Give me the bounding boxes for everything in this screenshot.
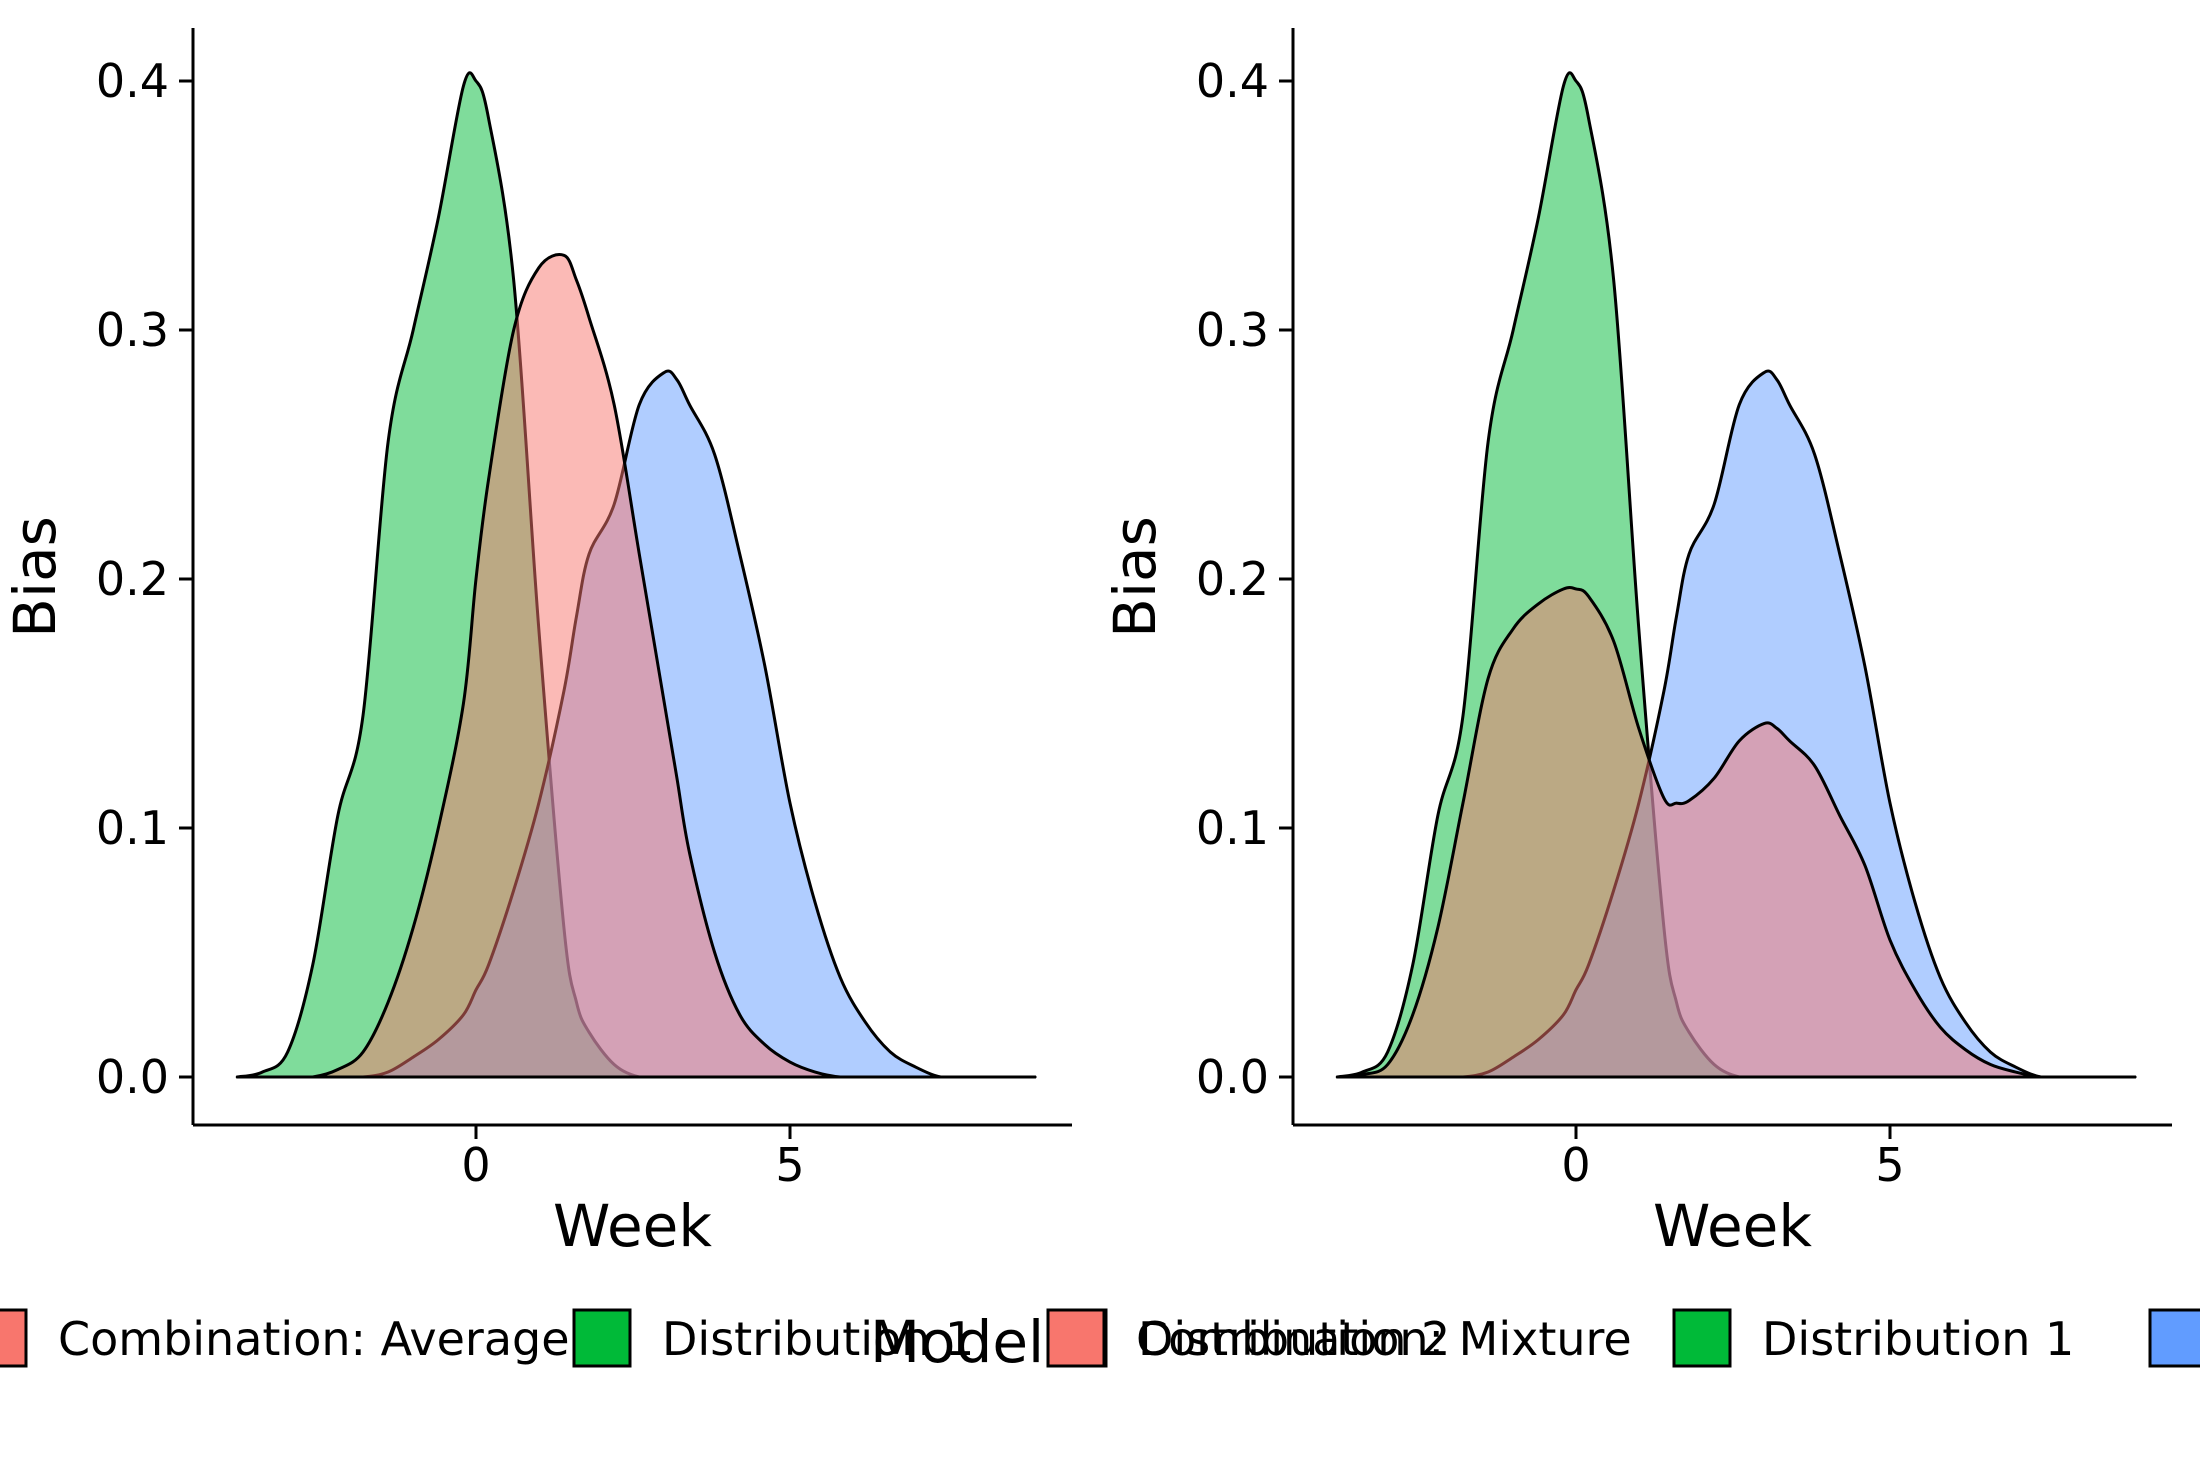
y-tick-label: 0.2 <box>1196 552 1269 606</box>
legend-label: Distribution 1 <box>1762 1312 2074 1366</box>
chart-panel-2: 0.0 0.1 0.2 0.3 0.4 0 5 Week Bias <box>1101 28 2172 1260</box>
x-tick-label: 5 <box>775 1138 804 1192</box>
density-areas <box>235 71 1037 1079</box>
y-tick-label: 0.1 <box>96 801 169 855</box>
y-tick-label: 0.3 <box>1196 303 1269 357</box>
y-tick-label: 0.4 <box>1196 54 1269 108</box>
legend-label: Distribution 2 <box>1138 1312 1450 1366</box>
legend-item: Distribution 1 <box>572 1308 974 1368</box>
x-axis-title: Week <box>553 1192 712 1260</box>
x-tick-label: 5 <box>1875 1138 1904 1192</box>
legend-label: Combination: Mixture <box>1136 1312 1632 1366</box>
density-area-combination-mixture <box>1335 586 2137 1079</box>
legend-item <box>2148 1308 2200 1368</box>
y-axis-title: Bias <box>1101 516 1169 638</box>
legend-item: Distribution 1 <box>1672 1308 2074 1368</box>
x-tick-label: 0 <box>1561 1138 1590 1192</box>
y-tick-label: 0.0 <box>96 1050 169 1104</box>
x-axis-title: Week <box>1653 1192 1812 1260</box>
y-axis-title: Bias <box>1 516 69 638</box>
legend-item: Combination: Mixture <box>1046 1308 1632 1368</box>
legend-swatch <box>572 1308 632 1368</box>
legend-title: Model <box>870 1308 1044 1376</box>
legend-swatch <box>2148 1308 2200 1368</box>
legend-label: Distribution 1 <box>662 1312 974 1366</box>
legend-label: Combination: Average <box>58 1312 570 1366</box>
legend-swatch <box>1046 1308 1106 1368</box>
legend-swatch <box>1672 1308 1732 1368</box>
legend-swatch <box>0 1308 28 1368</box>
y-tick-label: 0.2 <box>96 552 169 606</box>
x-tick-label: 0 <box>461 1138 490 1192</box>
y-tick-label: 0.3 <box>96 303 169 357</box>
y-tick-label: 0.0 <box>1196 1050 1269 1104</box>
y-tick-label: 0.1 <box>1196 801 1269 855</box>
legend: Combination: Average Distribution 1 Distri… <box>0 1308 2200 1376</box>
legend-item: Combination: Average <box>0 1308 570 1368</box>
chart-panel-1: 0.0 0.1 0.2 0.3 0.4 0 5 Week Bias <box>1 28 1072 1260</box>
density-areas <box>1335 71 2137 1079</box>
y-tick-label: 0.4 <box>96 54 169 108</box>
density-area-combination-average <box>235 253 1037 1079</box>
